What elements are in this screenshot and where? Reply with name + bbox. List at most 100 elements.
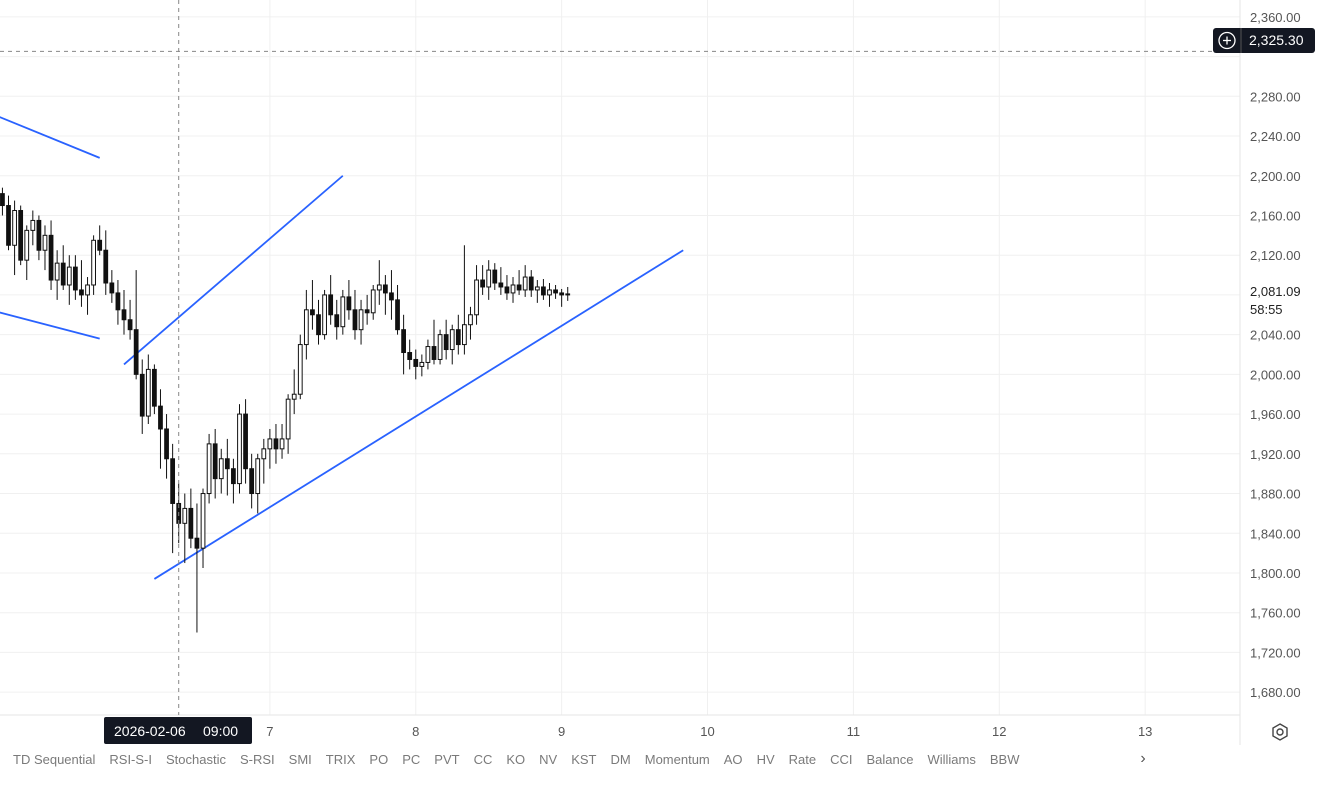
- y-tick-label: 2,240.00: [1250, 129, 1301, 144]
- indicator-trix[interactable]: TRIX: [325, 751, 356, 767]
- indicator-ko[interactable]: KO: [506, 751, 526, 767]
- candle-up: [12, 210, 17, 246]
- trendline[interactable]: [123, 175, 344, 366]
- candle-down: [194, 537, 200, 549]
- candle-up: [425, 346, 431, 363]
- settings-icon[interactable]: [1268, 720, 1292, 744]
- candle-up: [261, 448, 267, 460]
- candle-down: [364, 309, 370, 314]
- indicator-td-sequential[interactable]: TD Sequential: [13, 751, 96, 767]
- indicator-rate[interactable]: Rate: [788, 751, 817, 767]
- trendlines[interactable]: [0, 108, 684, 580]
- candle-down: [121, 309, 127, 321]
- indicator-stochastic[interactable]: Stochastic: [166, 751, 226, 767]
- indicator-hv[interactable]: HV: [756, 751, 775, 767]
- candle-up: [66, 266, 72, 286]
- indicator-momentum[interactable]: Momentum: [644, 751, 710, 767]
- indicator-balance[interactable]: Balance: [866, 751, 914, 767]
- y-tick-label: 2,200.00: [1250, 169, 1301, 184]
- candle-up: [267, 438, 273, 450]
- candle-up: [437, 334, 443, 360]
- y-tick-label: 1,920.00: [1250, 447, 1301, 462]
- candle-up: [182, 507, 188, 524]
- crosshair: [0, 0, 1240, 715]
- candle-down: [170, 458, 176, 504]
- candle-up: [462, 324, 467, 346]
- candle-up: [255, 458, 261, 495]
- x-tick-label: 8: [412, 724, 419, 739]
- candle-down: [243, 413, 248, 470]
- candle-up: [376, 284, 382, 291]
- candle-up: [42, 234, 48, 251]
- candle-up: [468, 314, 473, 326]
- candle-down: [352, 309, 358, 331]
- candle-up: [510, 284, 516, 294]
- crosshair-price-value: 2,325.30: [1249, 32, 1304, 48]
- candle-up: [522, 276, 528, 291]
- indicator-po[interactable]: PO: [369, 751, 389, 767]
- candle-down: [97, 239, 103, 251]
- x-tick-label: 9: [558, 724, 565, 739]
- candle-down: [139, 373, 145, 417]
- y-tick-label: 1,800.00: [1250, 566, 1301, 581]
- trendline[interactable]: [0, 307, 100, 340]
- indicator-cci[interactable]: CCI: [830, 751, 853, 767]
- candle-down: [431, 346, 437, 360]
- time-axis[interactable]: 7 8 9 10 11 12 13: [266, 724, 1152, 739]
- candle-up: [291, 393, 297, 400]
- candle-down: [553, 289, 558, 294]
- candle-up: [200, 493, 206, 549]
- indicator-dm[interactable]: DM: [610, 751, 631, 767]
- trendline[interactable]: [153, 249, 684, 580]
- candle-down: [115, 292, 121, 311]
- candle-down: [504, 286, 510, 294]
- candle-down: [72, 266, 78, 291]
- y-tick-label: 1,680.00: [1250, 685, 1301, 700]
- y-tick-label: 1,720.00: [1250, 645, 1301, 660]
- candle-down: [516, 284, 522, 291]
- indicator-kst[interactable]: KST: [571, 751, 597, 767]
- candle-down: [382, 284, 388, 294]
- candle-up: [145, 368, 151, 417]
- crosshair-price-tag: 2,325.30: [1213, 28, 1315, 53]
- candle-down: [316, 314, 321, 336]
- indicator-nv[interactable]: NV: [539, 751, 558, 767]
- candle-down: [528, 276, 534, 291]
- indicator-s-rsi[interactable]: S-RSI: [240, 751, 275, 767]
- y-tick-label: 2,000.00: [1250, 367, 1301, 382]
- candle-up: [565, 293, 571, 296]
- plus-circle-icon[interactable]: [1218, 31, 1236, 50]
- current-price-value: 2,081.09: [1250, 284, 1301, 299]
- candle-down: [541, 286, 546, 296]
- candle-down: [79, 289, 84, 296]
- candle-down: [0, 193, 5, 207]
- candle-down: [346, 296, 352, 311]
- indicator-ao[interactable]: AO: [723, 751, 743, 767]
- indicator-bbw[interactable]: BBW: [989, 751, 1020, 767]
- candle-up: [54, 262, 60, 281]
- candle-up: [237, 413, 242, 485]
- x-tick-label: 11: [847, 724, 861, 739]
- y-tick-label: 2,360.00: [1250, 10, 1301, 25]
- crosshair-date-tag: 2026-02-06 09:00: [104, 717, 252, 744]
- indicator-rsi-s-i[interactable]: RSI-S-I: [109, 751, 153, 767]
- candle-down: [492, 269, 498, 284]
- candle-down: [48, 234, 54, 281]
- grid: [0, 0, 1241, 745]
- indicator-smi[interactable]: SMI: [288, 751, 312, 767]
- candle-down: [328, 294, 334, 316]
- y-tick-label: 2,280.00: [1250, 89, 1301, 104]
- candle-down: [231, 468, 236, 485]
- indicator-pc[interactable]: PC: [402, 751, 421, 767]
- candle-up: [547, 289, 552, 296]
- price-axis[interactable]: 2,360.00 2,280.00 2,240.00 2,200.00 2,160.00…: [1250, 10, 1301, 700]
- candle-down: [6, 205, 11, 246]
- indicator-pvt[interactable]: PVT: [434, 751, 460, 767]
- indicator-williams[interactable]: Williams: [927, 751, 976, 767]
- x-tick-label: 13: [1138, 724, 1152, 739]
- candle-up: [486, 269, 492, 288]
- indicator-cc[interactable]: CC: [473, 751, 493, 767]
- chevron-right-icon[interactable]: ›: [1132, 746, 1154, 772]
- trendline[interactable]: [0, 108, 101, 159]
